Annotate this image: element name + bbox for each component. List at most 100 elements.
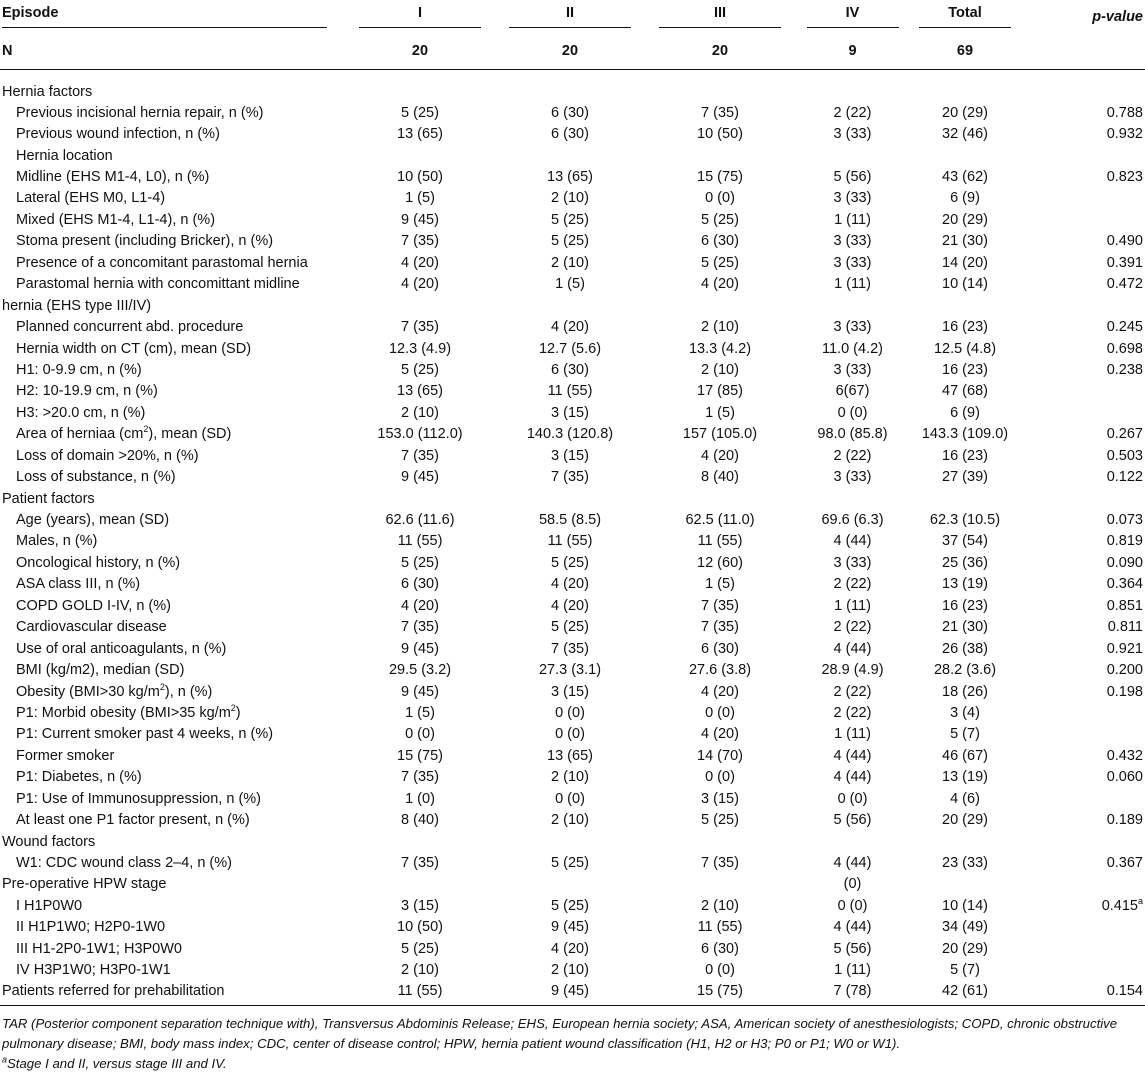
cell-value: 6(67) <box>835 383 870 400</box>
p-value-text: 0.490 <box>1106 233 1143 250</box>
row-label: At least one P1 factor present, n (%) <box>0 809 345 830</box>
table-row: P1: Diabetes, n (%) 7 (35) 2 (10) 0 (0) 4 (4… <box>0 767 1145 788</box>
p-value-text: 0.238 <box>1106 361 1143 378</box>
p-value-cell: 0.238 <box>1020 359 1145 380</box>
row-label-text: Previous incisional hernia repair, n (%) <box>16 104 264 121</box>
row-label-text: P1: Morbid obesity (BMI>35 kg/m <box>16 704 231 721</box>
p-value-text: 0.367 <box>1106 855 1143 872</box>
row-label: Loss of domain >20%, n (%) <box>0 445 345 466</box>
cell-value: 25 (36) <box>942 554 988 571</box>
cell-value <box>910 145 1020 166</box>
table-row: At least one P1 factor present, n (%) 8 (… <box>0 809 1145 830</box>
row-label-text: ASA class III, n (%) <box>16 576 141 593</box>
p-value-cell: 0.698 <box>1020 338 1145 359</box>
table-row: Use of oral anticoagulants, n (%) 9 (45) 7… <box>0 638 1145 659</box>
cell-value: 4 (44) <box>833 855 872 872</box>
cell-value: 26 (38) <box>942 640 988 657</box>
cell-value: 7 (35) <box>551 469 589 486</box>
cell-value: 1 (11) <box>834 211 871 228</box>
table-row: Mixed (EHS M1-4, L1-4), n (%) 9 (45) 5 (25… <box>0 209 1145 230</box>
cell-value: 2 (22) <box>833 704 872 721</box>
cell-value: 157 (105.0) <box>682 426 758 443</box>
row-label-text: Hernia factors <box>2 84 93 100</box>
cell-value: 5 (25) <box>551 619 589 636</box>
cell-value: 140.3 (120.8) <box>526 426 614 443</box>
cell-value <box>910 831 1020 852</box>
cell-value: 0 (0) <box>705 190 735 207</box>
section-row: hernia (EHS type III/IV) <box>0 295 1145 316</box>
table-row: Parastomal hernia with concomittant midl… <box>0 274 1145 295</box>
header-p-value: p-value <box>1092 8 1143 25</box>
n-row: N 20 20 20 9 69 <box>0 33 1145 70</box>
row-label-text: I H1P0W0 <box>16 897 83 914</box>
cell-value: 5 (25) <box>701 211 739 228</box>
p-value-cell: 0.189 <box>1020 809 1145 830</box>
p-value-cell <box>1020 788 1145 809</box>
cell-value: 3 (33) <box>833 190 872 207</box>
footnote-a: aStage I and II, versus stage III and IV… <box>2 1054 1143 1074</box>
row-label-text: hernia (EHS type III/IV) <box>2 297 152 314</box>
cell-value: 9 (45) <box>401 211 439 228</box>
row-label: Former smoker <box>0 745 345 766</box>
cell-value <box>345 145 495 166</box>
p-value-text: 0.060 <box>1106 769 1143 786</box>
row-label-text: P1: Current smoker past 4 weeks, n (%) <box>16 726 274 743</box>
cell-value: 16 (23) <box>942 597 988 614</box>
row-label-suffix: ), n (%) <box>164 683 213 700</box>
cell-value: 8 (40) <box>701 469 739 486</box>
row-label-text: Loss of domain >20%, n (%) <box>16 447 199 464</box>
cell-value: 0 (0) <box>705 704 735 721</box>
cell-value: 11 (55) <box>697 533 743 550</box>
cell-value: 5 (7) <box>950 726 980 743</box>
cell-value: 15 (75) <box>397 747 443 764</box>
cell-value <box>645 70 795 103</box>
table-body: Hernia factors Previous incisional hernia… <box>0 70 1145 1006</box>
cell-value: 58.5 (8.5) <box>538 512 602 529</box>
cell-value: 4 (20) <box>551 597 589 614</box>
table-row: Former smoker 15 (75) 13 (65) 14 (70) 4 (44)… <box>0 745 1145 766</box>
row-label: III H1-2P0-1W1; H3P0W0 <box>0 938 345 959</box>
p-value-cell: 0.472 <box>1020 274 1145 295</box>
cell-value: 13 (65) <box>397 126 443 143</box>
table-row: H2: 10-19.9 cm, n (%) 13 (65) 11 (55) 17 (8… <box>0 381 1145 402</box>
cell-value: 3 (33) <box>833 469 872 486</box>
row-label: Use of oral anticoagulants, n (%) <box>0 638 345 659</box>
cell-value: 1 (5) <box>405 704 435 721</box>
cell-value: 9 (45) <box>551 982 589 999</box>
abbreviations-note: TAR (Posterior component separation tech… <box>2 1015 1118 1051</box>
cell-value: 47 (68) <box>942 383 988 400</box>
cell-value: 5 (56) <box>833 812 872 829</box>
row-label-text: Area of herniaa (cm <box>16 426 144 443</box>
cell-value: 4 (20) <box>401 276 439 293</box>
cell-value: 27.6 (3.8) <box>688 662 752 679</box>
row-label-text: BMI (kg/m2), median (SD) <box>16 662 185 679</box>
section-row: Hernia factors <box>0 70 1145 103</box>
cell-value <box>910 295 1020 316</box>
header-episode-ii: II <box>495 0 645 33</box>
p-value-cell: 0.154 <box>1020 981 1145 1006</box>
cell-value: 37 (54) <box>942 533 988 550</box>
cell-value: 3 (15) <box>551 447 589 464</box>
label-superscript: 2 <box>230 703 236 714</box>
section-row: Pre-operative HPW stage (0) <box>0 874 1145 895</box>
cell-value: 0 (0) <box>555 790 585 807</box>
cell-value: 7 (35) <box>701 597 739 614</box>
cell-value: 5 (7) <box>950 962 980 979</box>
row-label-text: Obesity (BMI>30 kg/m <box>16 683 160 700</box>
row-label-text: Hernia location <box>16 147 113 164</box>
cell-value: 0 (0) <box>555 704 585 721</box>
row-label: Previous incisional hernia repair, n (%) <box>0 102 345 123</box>
row-label: Mixed (EHS M1-4, L1-4), n (%) <box>0 209 345 230</box>
p-value-cell: 0.851 <box>1020 595 1145 616</box>
p-value-cell: 0.932 <box>1020 123 1145 144</box>
cell-value: 14 (20) <box>942 254 988 271</box>
p-value-text: 0.267 <box>1106 426 1143 443</box>
row-label-text: Midline (EHS M1-4, L0), n (%) <box>16 169 210 186</box>
n-value: 69 <box>956 43 974 59</box>
cell-value: 5 (25) <box>551 554 589 571</box>
table-row: Cardiovascular disease 7 (35) 5 (25) 7 (35)… <box>0 617 1145 638</box>
cell-value: 14 (70) <box>697 747 743 764</box>
p-value-text: 0.364 <box>1106 576 1143 593</box>
header-episode-iv: IV <box>795 0 910 33</box>
